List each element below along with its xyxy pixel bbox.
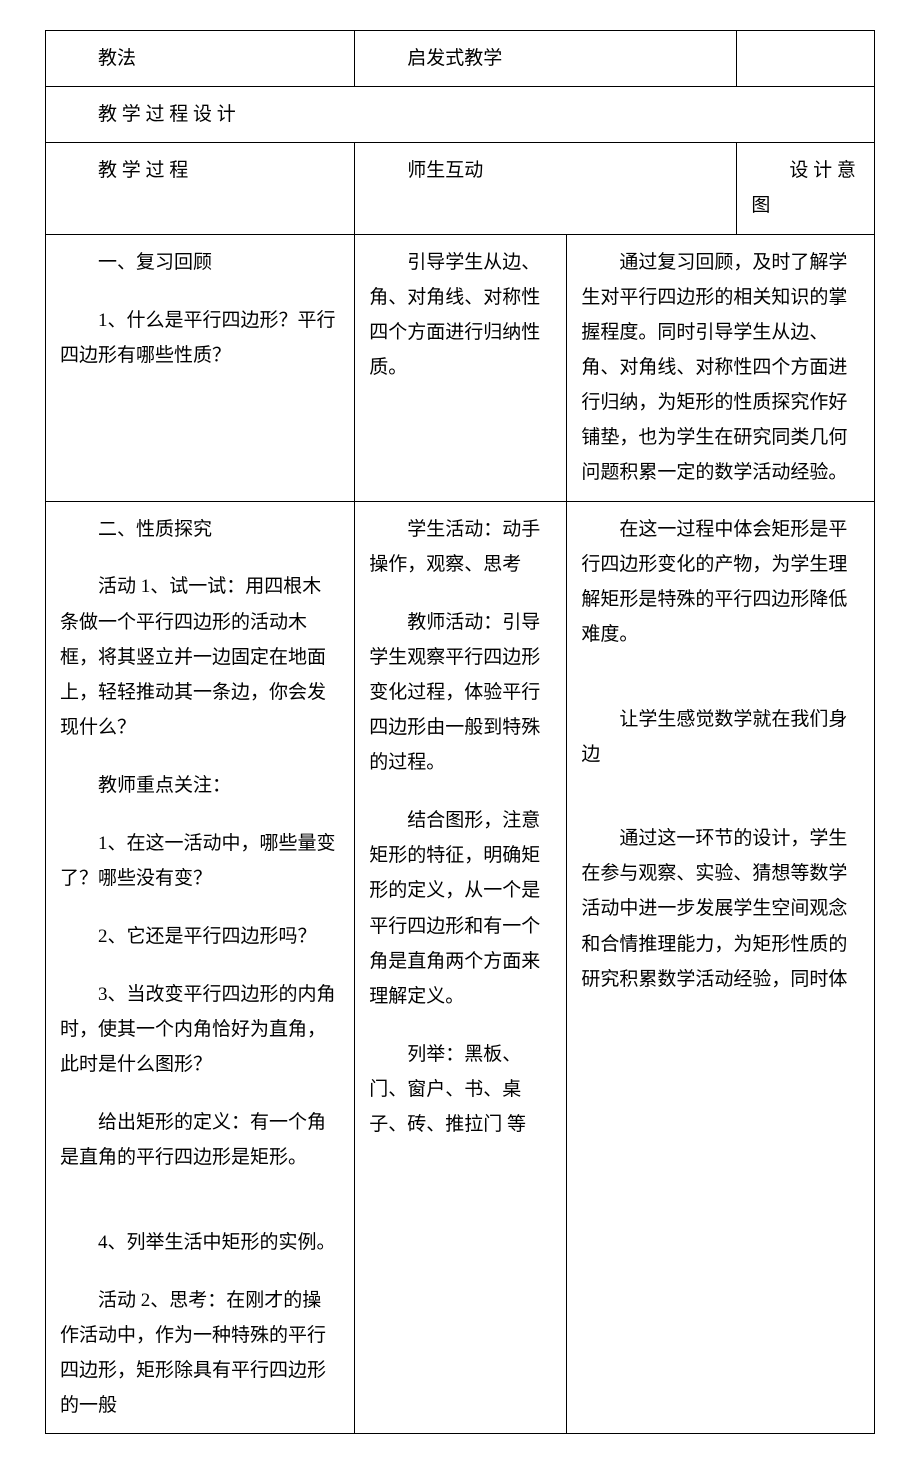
text: 学生活动：动手操作，观察、思考 <box>369 512 552 582</box>
table-row: 教 学 过 程 师生互动 设 计 意 图 <box>46 143 875 234</box>
cell-process: 一、复习回顾 1、什么是平行四边形？平行四边形有哪些性质？ <box>46 234 355 501</box>
cell-method-label: 教法 <box>46 31 355 87</box>
text: 列举：黑板、门、窗户、书、桌子、砖、推拉门 等 <box>369 1037 552 1142</box>
lesson-plan-table: 教法 启发式教学 教 学 过 程 设 计 教 学 过 程 师生互动 设 计 意 … <box>45 30 875 1434</box>
text: 设 计 意 图 <box>751 153 860 223</box>
text: 教师活动：引导学生观察平行四边形变化过程，体验平行四边形由一般到特殊的过程。 <box>369 605 552 781</box>
text: 活动 2、思考：在刚才的操作活动中，作为一种特殊的平行四边形，矩形除具有平行四边… <box>60 1283 340 1424</box>
cell-header-intent: 设 计 意 图 <box>737 143 875 234</box>
cell-method-value: 启发式教学 <box>355 31 737 87</box>
table-row: 教法 启发式教学 <box>46 31 875 87</box>
text: 通过这一环节的设计，学生在参与观察、实验、猜想等数学活动中进一步发展学生空间观念… <box>581 821 860 997</box>
cell-intent: 通过复习回顾，及时了解学生对平行四边形的相关知识的掌握程度。同时引导学生从边、角… <box>567 234 875 501</box>
text: 通过复习回顾，及时了解学生对平行四边形的相关知识的掌握程度。同时引导学生从边、角… <box>581 245 860 491</box>
text: 引导学生从边、角、对角线、对称性四个方面进行归纳性质。 <box>369 245 552 386</box>
text: 4、列举生活中矩形的实例。 <box>60 1225 340 1260</box>
text: 让学生感觉数学就在我们身边 <box>581 702 860 772</box>
cell-process: 二、性质探究 活动 1、试一试：用四根木条做一个平行四边形的活动木框，将其竖立并… <box>46 501 355 1434</box>
text: 3、当改变平行四边形的内角时，使其一个内角恰好为直角，此时是什么图形？ <box>60 977 340 1082</box>
cell-section-title: 教 学 过 程 设 计 <box>46 87 875 143</box>
cell-interaction: 引导学生从边、角、对角线、对称性四个方面进行归纳性质。 <box>355 234 567 501</box>
cell-header-process: 教 学 过 程 <box>46 143 355 234</box>
text: 教师重点关注： <box>60 768 340 803</box>
cell-interaction: 学生活动：动手操作，观察、思考 教师活动：引导学生观察平行四边形变化过程，体验平… <box>355 501 567 1434</box>
text: 一、复习回顾 <box>60 245 340 280</box>
text: 在这一过程中体会矩形是平行四边形变化的产物，为学生理解矩形是特殊的平行四边形降低… <box>581 512 860 653</box>
text: 启发式教学 <box>369 41 722 76</box>
text: 师生互动 <box>369 153 722 188</box>
text: 二、性质探究 <box>60 512 340 547</box>
cell-empty <box>737 31 875 87</box>
cell-header-interaction: 师生互动 <box>355 143 737 234</box>
table-row: 教 学 过 程 设 计 <box>46 87 875 143</box>
cell-intent: 在这一过程中体会矩形是平行四边形变化的产物，为学生理解矩形是特殊的平行四边形降低… <box>567 501 875 1434</box>
text: 2、它还是平行四边形吗？ <box>60 919 340 954</box>
text: 教法 <box>60 41 340 76</box>
text: 活动 1、试一试：用四根木条做一个平行四边形的活动木框，将其竖立并一边固定在地面… <box>60 569 340 745</box>
text: 1、在这一活动中，哪些量变了？哪些没有变？ <box>60 826 340 896</box>
text: 给出矩形的定义：有一个角是直角的平行四边形是矩形。 <box>60 1105 340 1175</box>
text: 1、什么是平行四边形？平行四边形有哪些性质？ <box>60 303 340 373</box>
table-row: 一、复习回顾 1、什么是平行四边形？平行四边形有哪些性质？ 引导学生从边、角、对… <box>46 234 875 501</box>
table-row: 二、性质探究 活动 1、试一试：用四根木条做一个平行四边形的活动木框，将其竖立并… <box>46 501 875 1434</box>
text: 结合图形，注意矩形的特征，明确矩形的定义，从一个是平行四边形和有一个角是直角两个… <box>369 803 552 1014</box>
text: 教 学 过 程 设 计 <box>60 97 860 132</box>
text: 教 学 过 程 <box>60 153 340 188</box>
